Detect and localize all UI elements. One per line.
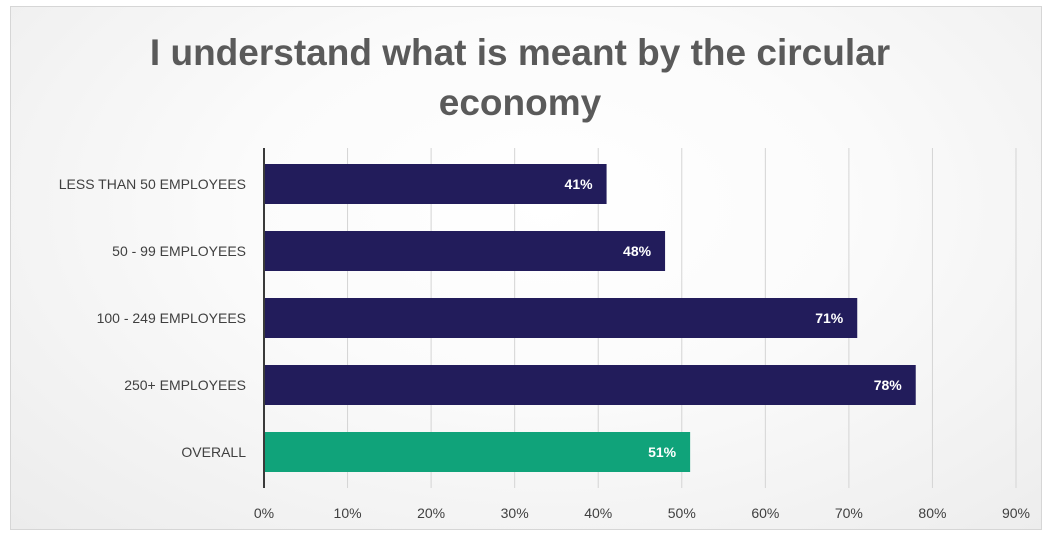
x-tick-label: 50% [668, 505, 696, 521]
x-tick-label: 30% [501, 505, 529, 521]
x-tick-label: 60% [751, 505, 779, 521]
chart-title: I understand what is meant by the circul… [149, 32, 891, 123]
bar [264, 365, 916, 405]
x-tick-label: 70% [835, 505, 863, 521]
x-tick-label: 10% [334, 505, 362, 521]
data-label: 51% [648, 444, 677, 460]
x-tick-label: 40% [584, 505, 612, 521]
x-tick-label: 90% [1002, 505, 1030, 521]
bar [264, 231, 666, 271]
data-label: 48% [623, 243, 652, 259]
category-label: 50 - 99 EMPLOYEES [112, 243, 246, 259]
data-label: 41% [565, 176, 594, 192]
data-label: 78% [874, 377, 903, 393]
category-label: LESS THAN 50 EMPLOYEES [59, 176, 246, 192]
x-tick-label: 0% [254, 505, 274, 521]
x-tick-label: 20% [417, 505, 445, 521]
bar [264, 432, 691, 472]
x-tick-label: 80% [918, 505, 946, 521]
bar [264, 164, 607, 204]
category-label: OVERALL [181, 444, 246, 460]
category-label: 100 - 249 EMPLOYEES [97, 310, 246, 326]
category-label: 250+ EMPLOYEES [124, 377, 246, 393]
data-label: 71% [815, 310, 844, 326]
bar [264, 298, 858, 338]
